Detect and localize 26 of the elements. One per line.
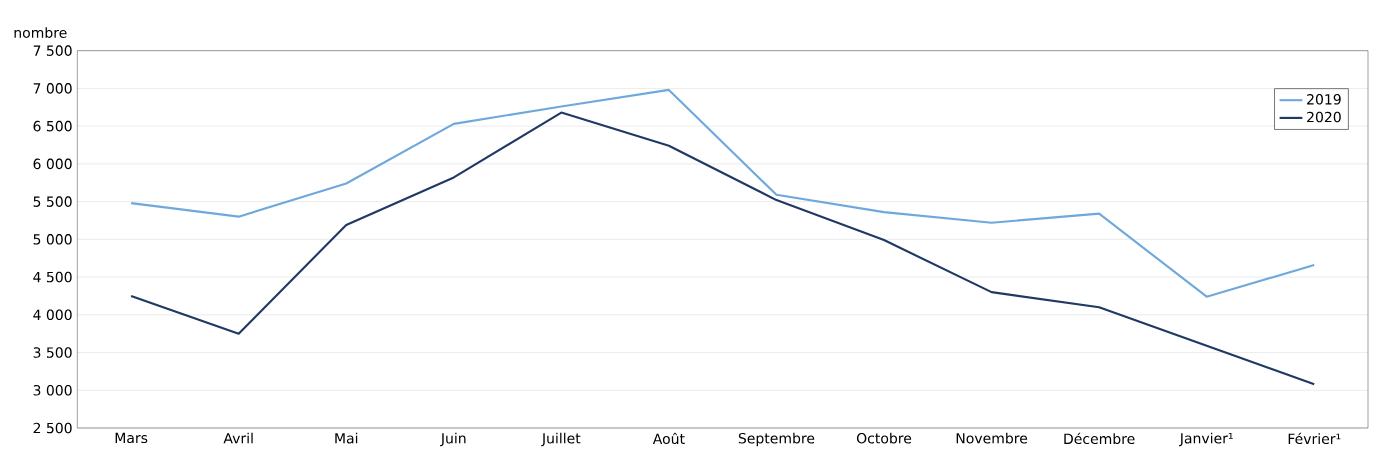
x-tick-label: Février¹ [1288,432,1341,445]
y-axis-title: nombre [14,27,67,39]
x-tick-label: Mars [115,432,148,444]
y-tick-label: 2 500 [33,422,72,434]
y-tick-label: 3 000 [33,385,72,396]
y-tick-label: 3 500 [33,347,72,358]
y-tick-label: 7 000 [33,83,72,94]
x-tick-label: Juillet [541,432,581,447]
y-tick-label: 4 000 [33,309,72,321]
x-tick-label: Avril [223,432,253,444]
legend-label: 2019 [1307,94,1341,105]
y-tick-label: 6 000 [33,158,72,170]
x-tick-label: Juin [440,432,466,447]
x-tick-label: Janvier¹ [1179,432,1233,447]
y-tick-label: 7 500 [33,45,72,57]
y-tick-label: 5 500 [33,196,72,208]
x-tick-label: Octobre [856,432,912,444]
x-tick-label: Août [652,432,685,445]
x-tick-label: Décembre [1064,432,1135,445]
legend-label: 2020 [1307,111,1341,123]
x-tick-label: Novembre [956,432,1028,444]
y-tick-label: 6 500 [33,121,72,132]
x-tick-label: Mai [335,432,358,444]
x-tick-label: Septembre [738,432,815,447]
y-tick-label: 4 500 [33,271,72,283]
y-tick-label: 5 000 [33,234,72,245]
